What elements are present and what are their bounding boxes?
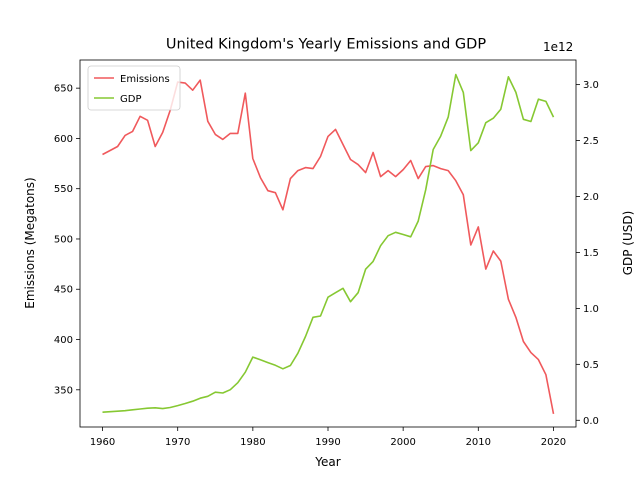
y2-tick-label: 2.5 — [583, 136, 599, 147]
y-tick-label: 600 — [54, 134, 73, 145]
y2-tick-label: 1.0 — [583, 304, 599, 315]
y-tick-label: 400 — [54, 335, 73, 346]
x-tick-label: 1990 — [315, 437, 340, 448]
y2-tick-label: 0.0 — [583, 416, 599, 427]
y-tick-label: 450 — [54, 285, 73, 296]
x-tick-label: 1970 — [165, 437, 190, 448]
legend-label-gdp: GDP — [120, 94, 141, 105]
y-tick-label: 650 — [54, 84, 73, 95]
x-tick-label: 1960 — [90, 437, 115, 448]
y2-offset-label: 1e12 — [543, 40, 573, 54]
legend-box — [87, 65, 181, 111]
legend-label-emissions: Emissions — [120, 74, 170, 85]
y2-axis-label: GDP (USD) — [621, 211, 635, 276]
x-tick-label: 2010 — [466, 437, 491, 448]
y2-tick-label: 1.5 — [583, 248, 599, 259]
y-axis-label: Emissions (Megatons) — [23, 177, 37, 308]
y2-tick-label: 0.5 — [583, 360, 599, 371]
x-tick-label: 2000 — [390, 437, 415, 448]
y2-tick-label: 2.0 — [583, 192, 599, 203]
x-tick-label: 1980 — [240, 437, 265, 448]
x-tick-label: 2020 — [541, 437, 566, 448]
chart-marks: 1960 1970 1980 1990 2000 2010 2020 350 400 450 500… — [54, 59, 599, 448]
y-tick-label: 550 — [54, 184, 73, 195]
x-axis-label: Year — [314, 455, 340, 469]
y-tick-label: 500 — [54, 234, 73, 245]
y-tick-label: 350 — [54, 385, 73, 396]
chart-title: United Kingdom's Yearly Emissions and GD… — [166, 37, 486, 53]
y2-tick-label: 3.0 — [583, 80, 599, 91]
series-line-gdp — [102, 73, 555, 413]
